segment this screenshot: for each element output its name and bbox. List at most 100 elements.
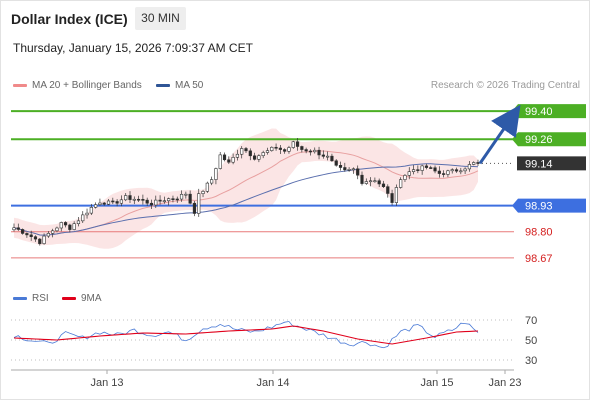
candle-body [274, 146, 278, 149]
credit-text: Research © 2026 Trading Central [430, 80, 580, 91]
candle-body [25, 233, 29, 236]
candle-body [386, 186, 390, 194]
candle-body [308, 150, 313, 153]
level-tag-98-93 [512, 198, 586, 213]
candle-body [141, 199, 145, 201]
candle-body [231, 157, 235, 163]
candle-body [132, 198, 136, 201]
candle-body [368, 180, 373, 183]
candle-body [321, 154, 325, 157]
level-tag-99-26 [512, 132, 586, 147]
legend-ma50: MA 50 [156, 80, 203, 91]
candle-body [111, 200, 115, 203]
candle-body [424, 165, 429, 168]
candle-body [20, 229, 25, 234]
candle-body [330, 155, 334, 162]
candle-body [94, 204, 98, 208]
candle-body [356, 168, 360, 176]
candle-body [420, 165, 424, 171]
candle-body [197, 193, 201, 214]
candle-body [119, 199, 124, 204]
legend-ma20: MA 20 + Bollinger Bands [13, 80, 142, 91]
candle-body [442, 173, 446, 175]
rsi-ma-swatch [62, 297, 76, 300]
candle-body [214, 168, 218, 180]
candle-body [450, 169, 454, 172]
candle-body [390, 193, 394, 203]
candle-body [343, 167, 347, 171]
rsi-series-9ma [13, 325, 479, 345]
candle-body [205, 182, 209, 192]
candle-body [201, 191, 205, 194]
candle-body [257, 155, 261, 160]
candle-body [433, 167, 437, 172]
candle-body [85, 212, 89, 216]
candle-body [222, 154, 227, 161]
candle-body [145, 199, 149, 204]
candle-body [162, 200, 166, 203]
candle-body [63, 222, 68, 226]
candle-body [175, 198, 179, 201]
candle-body [334, 160, 338, 166]
level-label-99-26: 99.26 [525, 134, 553, 146]
level-label-98-80: 98.80 [525, 227, 553, 239]
x-tick-label-jan-14: Jan 14 [256, 377, 289, 389]
candle-body [476, 162, 480, 164]
candle-body [295, 141, 300, 147]
candle-body [51, 230, 55, 234]
candle-body [33, 236, 38, 240]
candle-body [326, 155, 330, 158]
candle-body [317, 149, 321, 156]
instrument-title: Dollar Index (ICE) [11, 11, 128, 27]
timeframe-button[interactable]: 30 MIN [135, 7, 186, 30]
candle-body [98, 202, 102, 205]
candle-body [244, 148, 248, 152]
candle-body [377, 180, 381, 185]
candle-body [158, 199, 162, 202]
candle-body [429, 167, 433, 169]
legend-rsi-ma: 9MA [62, 293, 102, 304]
candle-body [192, 202, 197, 214]
candle-body [184, 193, 188, 196]
candle-body [218, 154, 222, 169]
candle-body [149, 202, 154, 206]
candle-body [72, 223, 76, 230]
candle-body [29, 234, 33, 237]
candle-body [227, 159, 231, 163]
candle-body [68, 224, 72, 230]
candle-body [240, 148, 244, 155]
candle-body [351, 168, 356, 171]
candle-body [278, 147, 282, 150]
candle-body [463, 168, 467, 172]
candle-body [472, 162, 476, 165]
candle-body [248, 150, 252, 157]
candle-body [411, 169, 416, 172]
rsi-tick-50: 50 [525, 335, 537, 347]
candle-body [136, 198, 141, 201]
candle-body [115, 201, 119, 204]
ma50-swatch [156, 84, 170, 87]
candle-body [373, 180, 377, 183]
x-tick-label-jan-15: Jan 15 [420, 377, 453, 389]
candle-body [394, 187, 398, 203]
candle-body [46, 233, 50, 237]
candle-body [291, 141, 295, 148]
rsi-tick-70: 70 [525, 315, 537, 327]
legend-rsi-ma-label: 9MA [81, 293, 102, 304]
rsi-swatch [13, 297, 27, 300]
candle-body [76, 220, 81, 224]
candle-body [437, 170, 441, 174]
candle-body [102, 202, 106, 205]
level-label-99-14: 99.14 [525, 158, 553, 170]
candle-body [459, 170, 463, 173]
x-tick-label-jan-23: Jan 23 [488, 377, 521, 389]
candle-body [403, 175, 407, 180]
candle-body [81, 214, 85, 222]
candle-body [59, 222, 63, 229]
rsi-series-rsi [13, 321, 479, 349]
candle-body [347, 169, 351, 171]
candle-body [16, 227, 20, 230]
candle-body [287, 147, 291, 152]
candle-body [364, 181, 368, 184]
